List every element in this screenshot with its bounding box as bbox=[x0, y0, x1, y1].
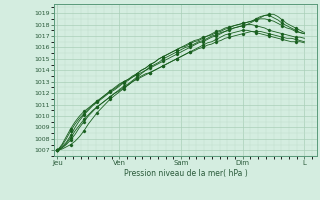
X-axis label: Pression niveau de la mer( hPa ): Pression niveau de la mer( hPa ) bbox=[124, 169, 247, 178]
